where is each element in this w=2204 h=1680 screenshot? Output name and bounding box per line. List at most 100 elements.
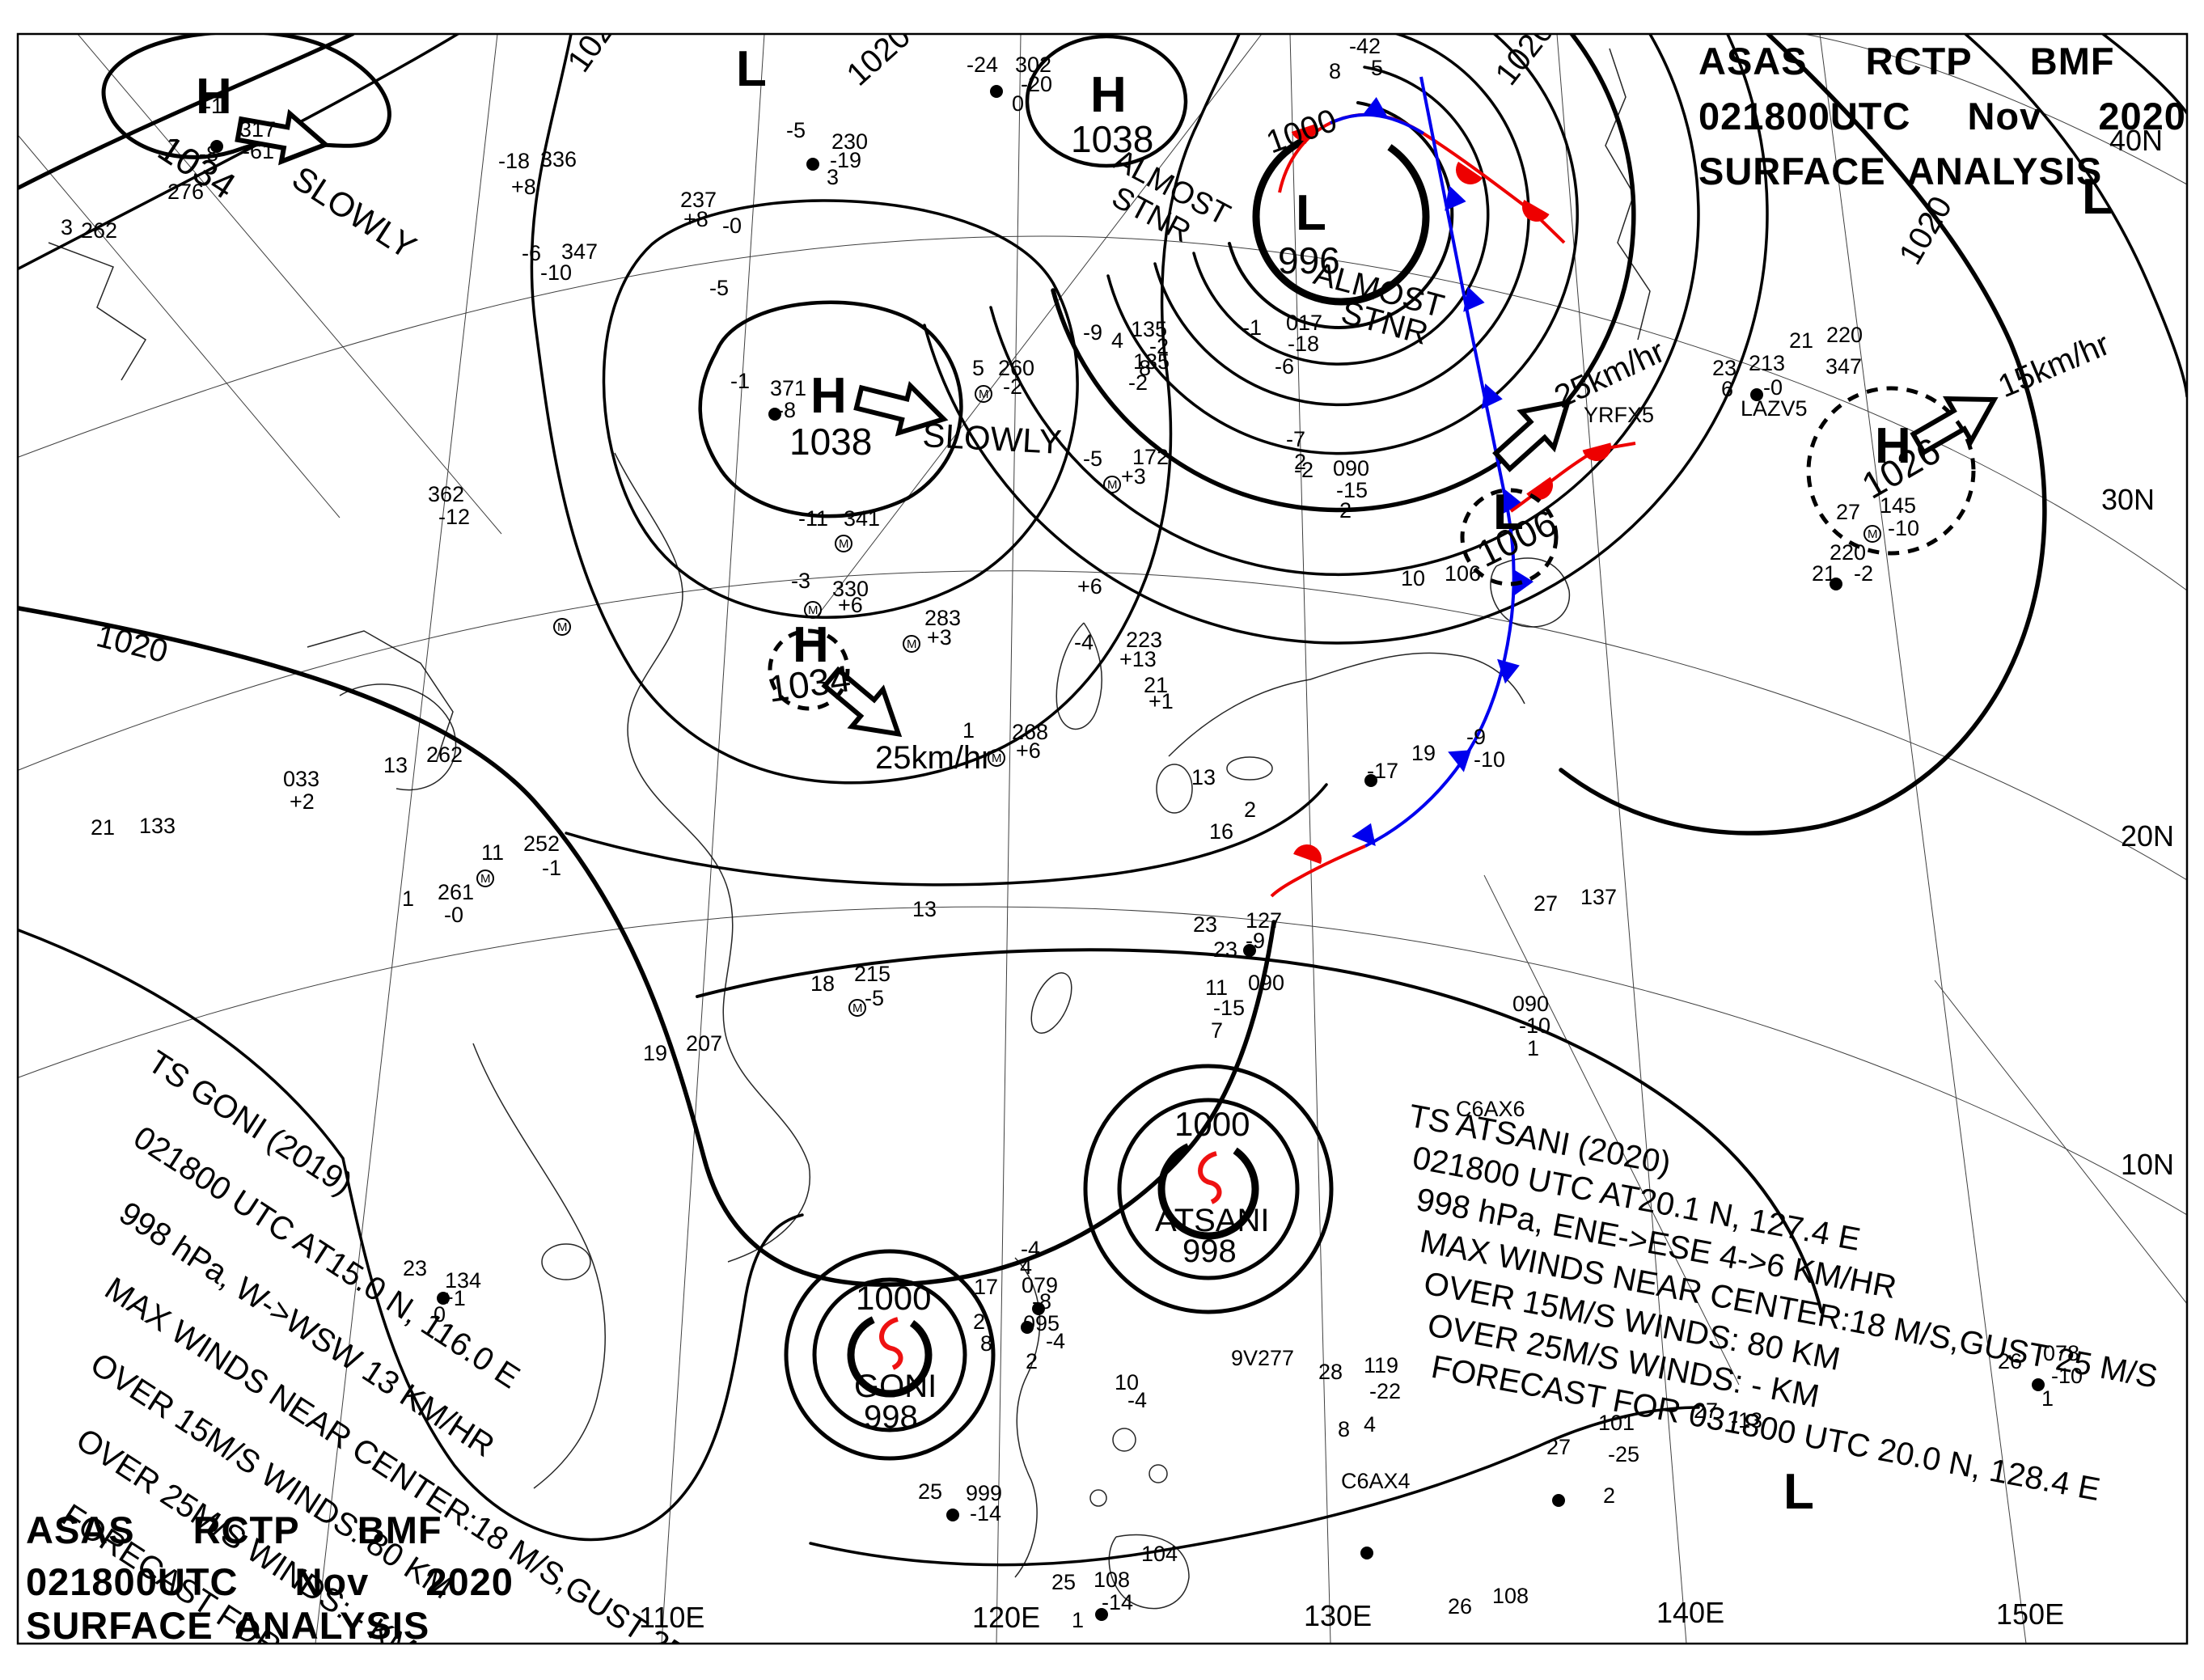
station-value: 0 <box>434 1302 446 1327</box>
station-value: 230 <box>831 129 868 154</box>
station-dot <box>1243 944 1256 957</box>
motion-arrow-icon <box>235 108 331 166</box>
low-symbol: L <box>1296 185 1326 241</box>
storm-isobar-ring <box>1157 1138 1259 1240</box>
station-value: -10 <box>1474 747 1505 772</box>
low-symbol: L <box>1493 485 1524 540</box>
station-dot <box>1095 1608 1108 1621</box>
station-value: 3 <box>61 215 73 239</box>
coast-shikoku <box>1226 756 1273 781</box>
motion-arrow-icon <box>821 666 903 738</box>
station-value: 135 <box>1131 317 1167 341</box>
station-value: 13 <box>383 753 408 777</box>
motion-arrow-icon <box>1910 396 1999 456</box>
longitude-label: 140E <box>1656 1596 1724 1629</box>
isobar-label: 1020 <box>840 18 918 92</box>
station-value: -0 <box>722 214 742 238</box>
pressure-value: 1038 <box>789 421 872 463</box>
station-circle <box>1863 525 1881 543</box>
station-dot <box>2032 1378 2045 1391</box>
isobar-south-of-goni <box>809 1406 1700 1567</box>
station-value: 23 <box>1193 912 1217 937</box>
motion-label: SLOWLY <box>922 416 1063 461</box>
meridian-110e <box>661 34 765 1644</box>
warm-front-symbol <box>1582 442 1611 461</box>
station-value: 17 <box>974 1275 998 1299</box>
high-symbol: H <box>793 617 829 673</box>
title-block-top-right: ASAS RCTP BMF 021800UTC Nov 2020 SURFACE… <box>1698 40 2185 193</box>
storm-isobar-ring <box>784 1249 996 1461</box>
station-value: 26 <box>1998 1349 2022 1373</box>
station-value: 262 <box>426 743 463 767</box>
front-stationary-tail <box>1270 844 1366 898</box>
station-value: 8 <box>1139 356 1151 380</box>
station-value: 108 <box>1492 1584 1529 1608</box>
station-value: -13 <box>1731 1408 1762 1432</box>
station-value: 27 <box>1533 891 1558 916</box>
warm-front-symbol <box>1456 161 1483 184</box>
station-value: 2 <box>1294 450 1306 474</box>
latitude-label: 10N <box>2121 1148 2174 1181</box>
coast-hainan <box>541 1243 591 1280</box>
station-value: 23 <box>1712 356 1737 380</box>
cold-front-symbol <box>1513 569 1533 595</box>
coast-mindanao <box>1108 1534 1190 1610</box>
parallel-30n <box>18 235 2187 591</box>
fronts <box>1270 76 1636 898</box>
high-symbol: H <box>196 69 232 125</box>
motion-label: 15km/hr <box>1993 326 2114 404</box>
graticule-diagonal <box>77 34 502 535</box>
station-value: -5 <box>786 118 806 142</box>
station-value: 8 <box>980 1331 992 1356</box>
station-value: -4 <box>1074 630 1094 654</box>
station-value: 9V277 <box>1231 1346 1294 1370</box>
tropical-storm-icon <box>879 1317 903 1370</box>
motion-arrow-icon <box>853 381 949 437</box>
station-value: C6AX6 <box>1456 1097 1525 1121</box>
tropical-storm-icon <box>1198 1151 1222 1204</box>
station-dot <box>990 85 1003 98</box>
station-value: +2 <box>290 789 315 814</box>
storm-ring-label: 1000 <box>856 1279 931 1317</box>
graticule-diagonal <box>1483 874 1740 1386</box>
station-m: M <box>1868 527 1878 541</box>
coast-inland-2 <box>307 630 454 761</box>
station-value: -4 <box>1021 1237 1040 1261</box>
station-value: 276 <box>167 180 204 204</box>
pressure-center-dashed-circle <box>1806 386 1976 556</box>
station-value: 237 <box>680 188 717 212</box>
station-m: M <box>907 637 917 651</box>
station-value: 101 <box>1598 1411 1635 1435</box>
storm-ring-label: 1000 <box>1174 1105 1250 1143</box>
parallel-20n <box>18 570 2187 881</box>
station-dot <box>1021 1321 1034 1334</box>
station-value: -0 <box>1763 375 1783 400</box>
station-dot <box>768 408 781 421</box>
station-value: 347 <box>561 239 598 264</box>
low-symbol: L <box>736 41 767 97</box>
longitude-label: 120E <box>972 1601 1040 1634</box>
station-dot <box>1830 578 1842 590</box>
station-value: +13 <box>1119 647 1157 671</box>
station-value: 23 <box>1213 937 1237 962</box>
station-value: -12 <box>438 505 470 529</box>
isobar-ecs <box>565 783 1328 887</box>
station-value: -18 <box>498 149 530 173</box>
station-value: 135 <box>1133 349 1170 374</box>
station-value: 1 <box>402 887 414 911</box>
chart-id-bottom: ASAS RCTP BMF <box>26 1509 442 1551</box>
station-value: 133 <box>139 814 176 838</box>
chart-type-top: SURFACE ANALYSIS <box>1698 150 2102 193</box>
isobar-label: 1020 <box>1893 190 1960 270</box>
station-value: 090 <box>1248 971 1284 995</box>
station-value: 145 <box>1880 493 1916 518</box>
meridian-150e <box>1819 34 2027 1644</box>
station-value: +8 <box>683 207 709 231</box>
station-dot <box>210 140 223 153</box>
high-symbol: H <box>1090 67 1127 123</box>
station-value: -10 <box>540 260 572 285</box>
station-m: M <box>839 537 849 551</box>
station-value: 8 <box>1338 1417 1350 1441</box>
station-value: 033 <box>283 767 319 791</box>
